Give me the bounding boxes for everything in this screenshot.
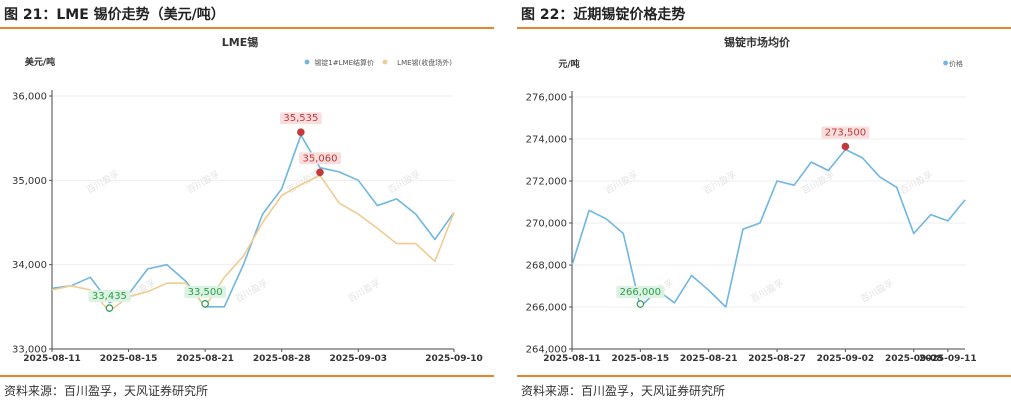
watermark: 百川盈孚	[701, 168, 738, 196]
legend-marker	[943, 60, 948, 66]
y-tick-label: 270,000	[526, 219, 567, 230]
x-tick-label: 2025-08-21	[176, 354, 234, 364]
watermark: 百川盈孚	[233, 277, 270, 305]
y-tick-label: 34,000	[12, 260, 47, 271]
figure-22-top-rule	[517, 27, 1011, 29]
figure-21-top-rule	[0, 27, 494, 29]
y-tick-label: 276,000	[526, 93, 567, 104]
x-tick-label: 2025-09-02	[817, 354, 875, 364]
y-tick-label: 36,000	[12, 92, 47, 103]
legend-marker	[304, 59, 310, 65]
x-tick-label: 2025-09-11	[919, 354, 977, 364]
y-tick-label: 268,000	[526, 261, 567, 272]
series-line-1	[51, 174, 455, 312]
watermark: 百川盈孚	[84, 168, 121, 196]
x-tick-label: 2025-09-08	[885, 354, 943, 364]
annotation-pin	[636, 300, 645, 308]
annotation-label-bg	[616, 286, 665, 298]
x-tick-label: 2025-09-03	[329, 354, 387, 364]
annotation-label-bg	[299, 152, 341, 165]
x-tick-label: 2025-08-27	[748, 354, 806, 364]
annotation-label: 273,500	[825, 128, 866, 139]
legend-label: 锡锭1#LME结算价	[314, 58, 374, 67]
figure-22-bottom-rule	[517, 375, 1011, 377]
x-tick-label: 2025-08-28	[253, 354, 311, 364]
y-axis-unit-label: 元/吨	[558, 58, 579, 70]
watermark: 百川盈孚	[799, 168, 836, 196]
watermark: 百川盈孚	[345, 277, 382, 305]
figure-22-chart: 锡锭市场均价元/吨价格百川盈孚百川盈孚百川盈孚百川盈孚百川盈孚百川盈孚百川盈孚2…	[526, 35, 977, 364]
x-tick-label: 2025-08-15	[100, 354, 158, 364]
annotation-label-bg	[279, 112, 322, 125]
x-tick-label: 2025-08-21	[680, 354, 738, 364]
annotation-label: 266,000	[620, 287, 661, 298]
figure-22-title: 图 22：近期锡锭价格走势	[521, 7, 686, 23]
y-tick-label: 35,000	[12, 176, 47, 187]
watermark: 百川盈孚	[748, 277, 785, 305]
x-tick-label: 2025-08-11	[543, 354, 601, 364]
figure-22-panel: 图 22：近期锡锭价格走势 锡锭市场均价 元/吨 价格 百川盈孚 百川盈孚 百川盈孚 百川盈…	[517, 0, 1011, 404]
series-line-0	[51, 134, 455, 308]
y-tick-label: 274,000	[526, 135, 567, 146]
figure-21-title: 图 21：LME 锡价走势（美元/吨）	[4, 7, 225, 23]
figure-21-panel: 图 21：LME 锡价走势（美元/吨） LME锡美元/吨 LME锡(收盘场外) 锡锭…	[0, 0, 494, 404]
annotation-pin	[105, 304, 114, 312]
annotation-label: 35,060	[303, 153, 338, 164]
y-tick-label: 266,000	[526, 303, 567, 314]
legend-label: 价格	[949, 59, 963, 68]
x-tick-label: 2025-09-10	[425, 354, 483, 364]
legend-label: LME锡(收盘场外)	[397, 58, 452, 67]
annotation-pin	[297, 128, 305, 137]
chart-title: LME锡	[222, 35, 258, 49]
watermark: 百川盈孚	[603, 168, 640, 196]
y-tick-label: 33,000	[12, 345, 47, 356]
legend-marker	[382, 59, 388, 65]
annotation-pin	[841, 142, 850, 151]
annotation-label-bg	[184, 285, 227, 298]
annotation-label: 33,500	[188, 287, 223, 298]
y-tick-label: 264,000	[526, 345, 567, 356]
y-tick-label: 272,000	[526, 177, 567, 188]
annotation-pin	[316, 168, 324, 177]
figure-21-bottom-rule	[0, 375, 494, 377]
chart-title: 锡锭市场均价	[724, 35, 791, 49]
annotation-label-bg	[821, 126, 870, 139]
x-tick-label: 2025-08-11	[23, 354, 81, 364]
annotation-label: 33,435	[92, 291, 127, 302]
watermark: 百川盈孚	[858, 277, 895, 305]
figure-21-source: 资料来源：百川盈孚，天风证券研究所	[4, 384, 209, 398]
y-axis-unit-label: 美元/吨	[25, 56, 55, 68]
annotation-pin	[201, 300, 209, 308]
figure-22-source: 资料来源：百川盈孚，天风证券研究所	[521, 384, 726, 398]
watermark: 百川盈孚	[386, 168, 423, 196]
annotation-label-bg	[88, 290, 131, 303]
annotation-label: 35,535	[283, 113, 318, 124]
watermark: 百川盈孚	[898, 168, 935, 196]
watermark: 百川盈孚	[185, 168, 222, 196]
x-tick-label: 2025-08-15	[612, 354, 670, 364]
